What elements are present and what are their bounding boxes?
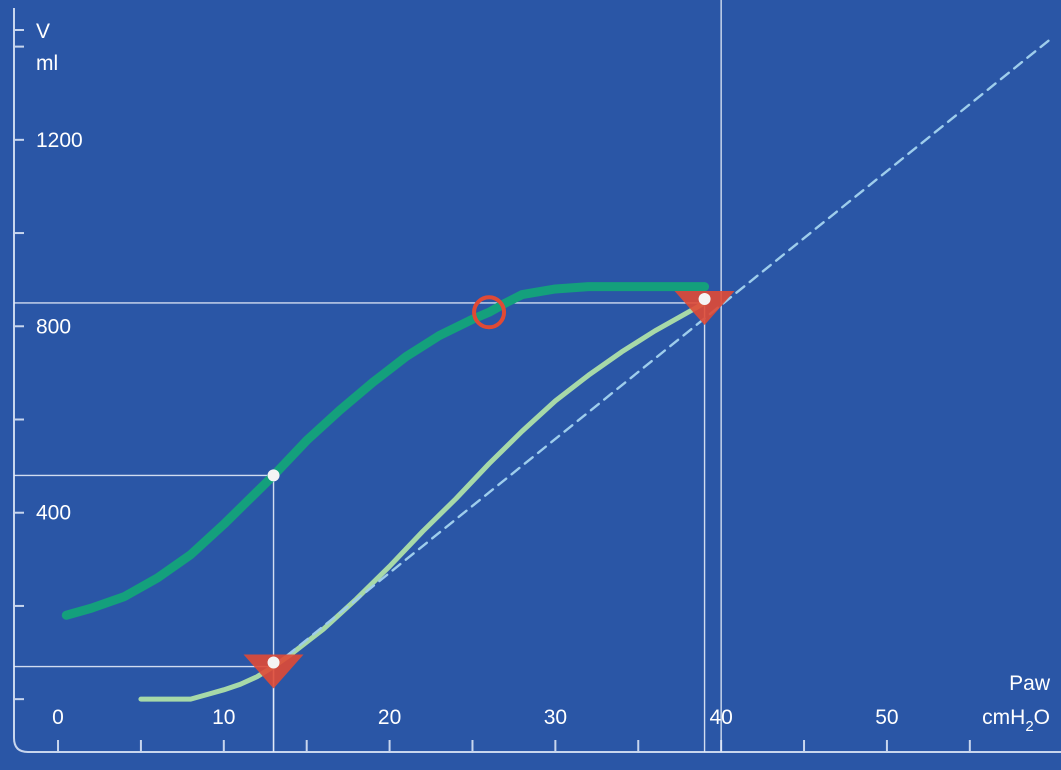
reference-lines-layer: [14, 0, 722, 752]
y-tick-label: 400: [36, 502, 71, 525]
series-line-deflation: [61, 282, 710, 620]
x-tick-label: 10: [212, 706, 235, 729]
markers-layer: [243, 290, 735, 689]
x-tick-label: 50: [875, 706, 898, 729]
series-layer: [61, 36, 1054, 702]
x-tick-label: 20: [378, 706, 401, 729]
x-axis-unit-post: O: [1034, 706, 1050, 729]
marker-triangle-dot: [267, 656, 280, 669]
axis-frame: [13, 8, 1061, 753]
x-tick-label: 40: [709, 706, 732, 729]
x-tick-label: 0: [52, 706, 64, 729]
marker-triangle-dot: [698, 292, 711, 305]
y-axis-title: V: [36, 20, 50, 43]
x-axis-unit-pre: cmH: [982, 706, 1025, 729]
x-tick-label: 30: [544, 706, 567, 729]
x-axis-unit-sub: 2: [1025, 718, 1033, 735]
series-line-extrapolation: [272, 36, 1054, 668]
x-axis-unit: cmH2O: [982, 706, 1050, 735]
y-tick-label: 800: [36, 315, 71, 338]
marker-circle: [472, 295, 507, 330]
marker-triangle: [243, 654, 304, 689]
marker-dot: [267, 469, 280, 482]
y-axis-unit: ml: [36, 52, 58, 75]
labels-layer: V ml Paw cmH2O 400 800 1200 0 10 20 30 40 50: [36, 20, 1051, 735]
axes-layer: [13, 8, 1061, 753]
y-tick-label: 1200: [36, 129, 83, 152]
marker-triangle: [674, 290, 735, 325]
x-axis-title: Paw: [1009, 672, 1051, 695]
